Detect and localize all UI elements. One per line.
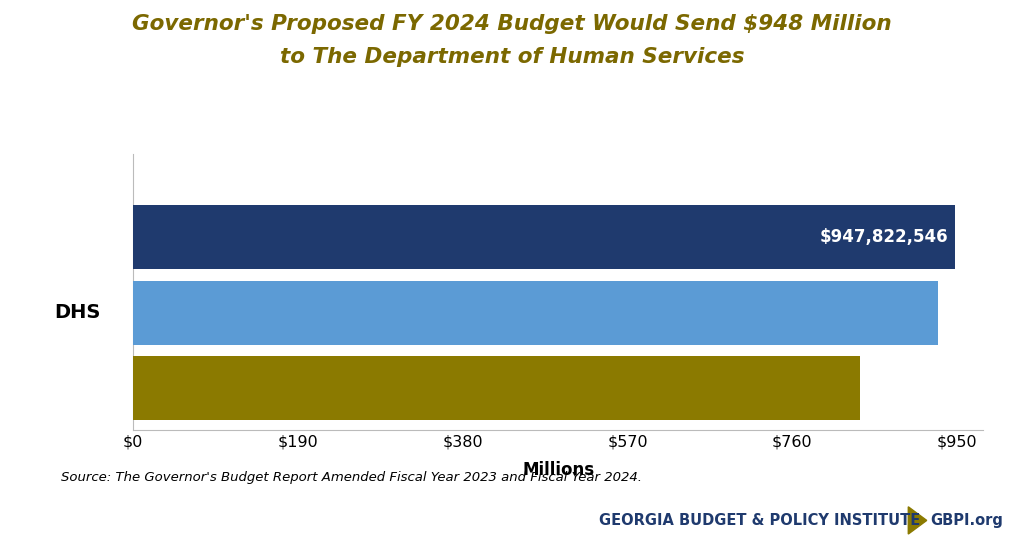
Text: Governor's Proposed FY 2024 Budget Would Send $948 Million: Governor's Proposed FY 2024 Budget Would… (132, 14, 892, 34)
Text: to The Department of Human Services: to The Department of Human Services (280, 47, 744, 67)
Polygon shape (908, 507, 927, 534)
Bar (133, 280, 938, 345)
Text: $947,822,546: $947,822,546 (819, 228, 948, 246)
Bar (133, 356, 860, 420)
Bar (133, 205, 955, 269)
Text: Source: The Governor's Budget Report Amended Fiscal Year 2023 and Fiscal Year 20: Source: The Governor's Budget Report Ame… (61, 471, 642, 484)
Text: GBPI.org: GBPI.org (930, 513, 1002, 528)
Text: DHS: DHS (54, 303, 101, 322)
X-axis label: Millions: Millions (522, 461, 594, 479)
Text: GEORGIA BUDGET & POLICY INSTITUTE: GEORGIA BUDGET & POLICY INSTITUTE (599, 513, 921, 528)
